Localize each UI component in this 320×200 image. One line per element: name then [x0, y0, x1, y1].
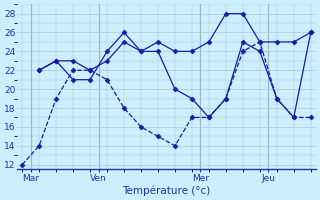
X-axis label: Température (°c): Température (°c): [122, 185, 211, 196]
